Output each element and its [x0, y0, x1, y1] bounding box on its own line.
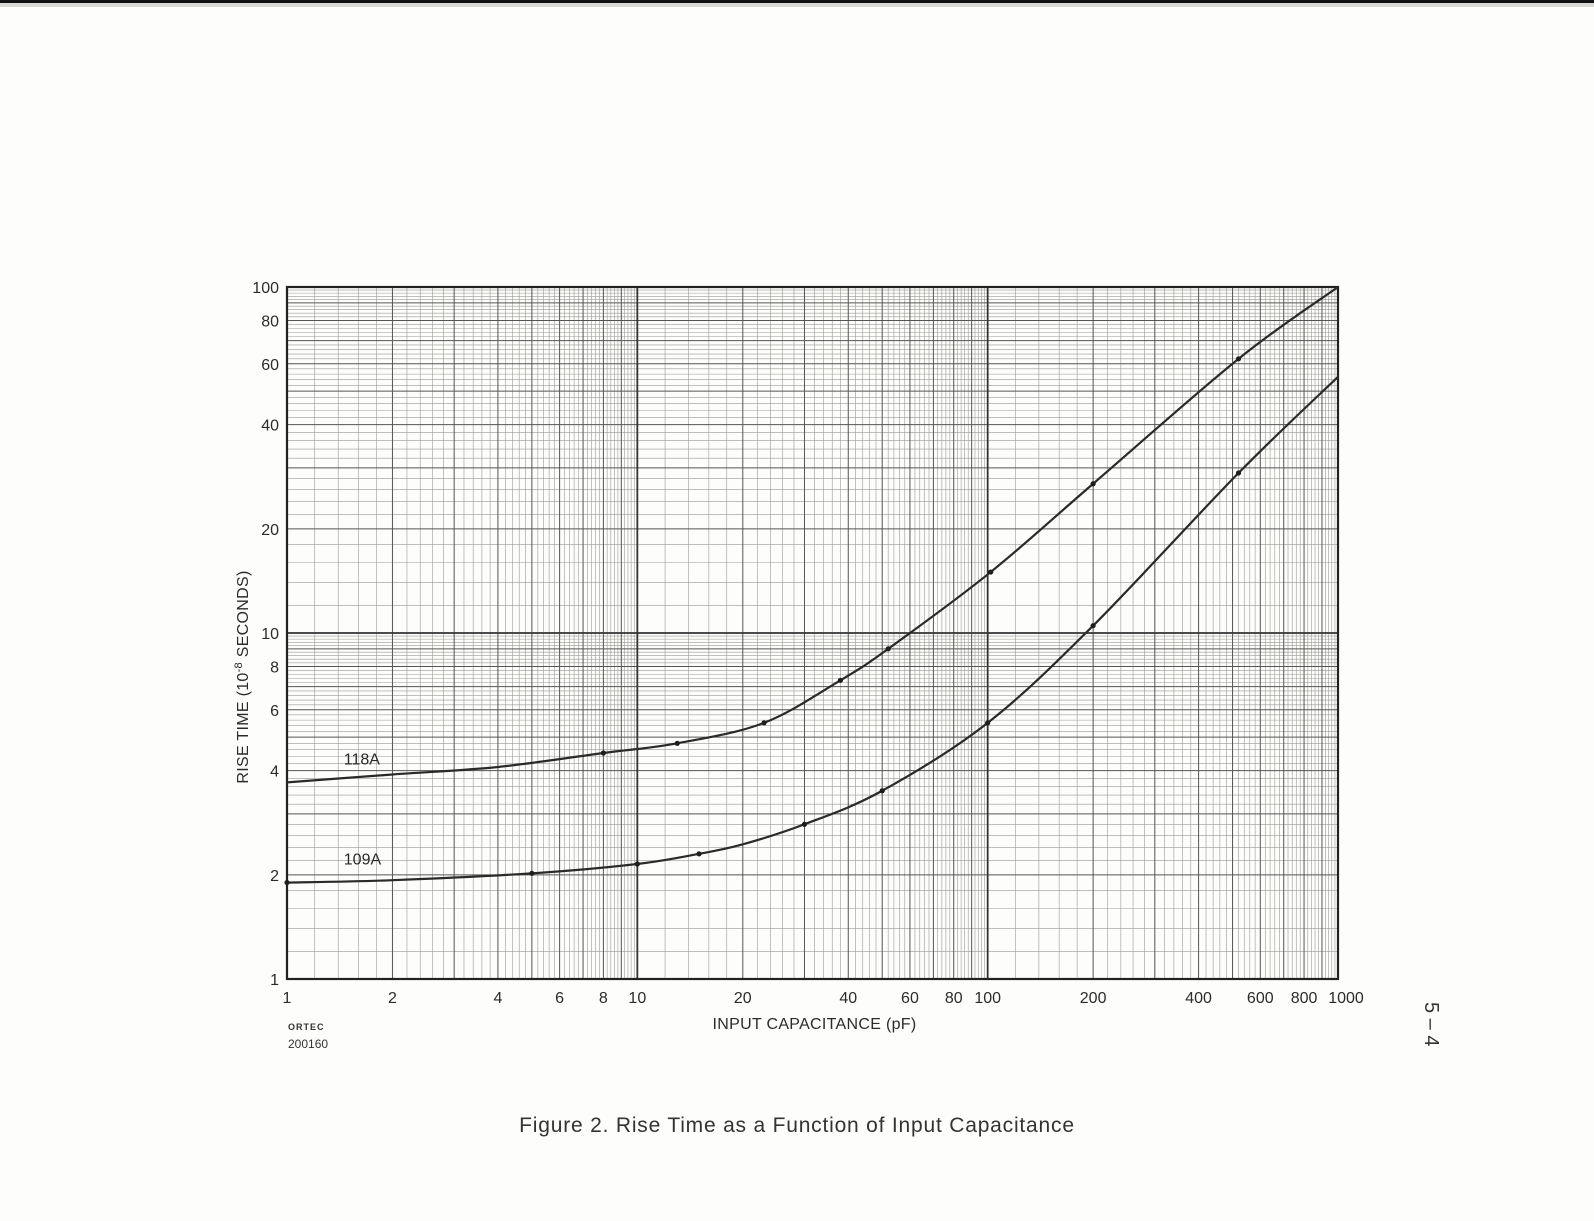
x-tick-label: 1	[283, 990, 292, 1007]
y-tick-label: 4	[270, 764, 279, 781]
y-tick-label: 2	[270, 868, 279, 885]
y-axis-label-suffix: SECONDS)	[235, 570, 252, 662]
y-axis-label: RISE TIME (10-8 SECONDS)	[233, 570, 252, 783]
data-point-109A	[1235, 470, 1242, 476]
x-tick-label: 60	[901, 990, 919, 1007]
x-tick-label: 100	[974, 990, 1001, 1007]
x-tick-label: 4	[493, 990, 502, 1007]
x-tick-label: 400	[1185, 990, 1212, 1007]
data-point-118A	[837, 677, 844, 683]
markers	[284, 356, 1242, 886]
x-tick-label: 8	[599, 990, 608, 1007]
series-labels: 118A 109A	[344, 751, 382, 868]
x-tick-label: 10	[628, 990, 646, 1007]
data-point-118A	[1235, 356, 1242, 362]
x-tick-label: 600	[1247, 990, 1274, 1007]
y-axis-label-exponent: -8	[233, 662, 245, 672]
grid-major	[286, 286, 1339, 980]
data-point-109A	[634, 861, 640, 867]
data-point-118A	[761, 720, 767, 726]
y-tick-label: 80	[261, 314, 279, 331]
drawing-number: 200160	[288, 1037, 329, 1051]
page-top-edge	[0, 0, 1594, 7]
x-tick-label: 2	[388, 990, 397, 1007]
y-tick-labels: 1 2 4 6 8 10 20 40 60 80 100	[252, 280, 279, 989]
y-axis-label-main: RISE TIME (10	[235, 672, 252, 783]
data-point-109A	[801, 821, 808, 827]
x-tick-label: 80	[945, 990, 963, 1007]
data-point-109A	[985, 720, 991, 726]
y-tick-label: 60	[261, 357, 279, 374]
curves	[286, 286, 1339, 884]
page-number: 5 – 4	[1420, 1002, 1442, 1047]
data-point-109A	[879, 788, 885, 794]
series-line-118A	[286, 286, 1339, 784]
x-tick-label: 200	[1080, 990, 1107, 1007]
x-tick-label: 20	[734, 990, 752, 1007]
x-axis-label: INPUT CAPACITANCE (pF)	[713, 1016, 917, 1033]
data-point-109A	[696, 851, 702, 857]
data-point-118A	[600, 750, 606, 756]
y-tick-label: 8	[270, 660, 279, 677]
series-label-109A: 109A	[344, 852, 382, 869]
x-tick-label: 800	[1291, 990, 1318, 1007]
x-tick-label: 40	[839, 990, 857, 1007]
data-point-118A	[1090, 481, 1096, 487]
y-tick-label: 10	[261, 626, 279, 643]
y-tick-label: 20	[261, 522, 279, 539]
data-point-109A	[1090, 623, 1096, 629]
data-point-109A	[284, 879, 290, 886]
y-tick-label: 1	[270, 972, 279, 989]
series-line-109A	[286, 376, 1339, 884]
x-tick-label: 1000	[1328, 990, 1364, 1007]
x-tick-label: 6	[555, 990, 564, 1007]
figure-caption: Figure 2. Rise Time as a Function of Inp…	[519, 1114, 1075, 1137]
plot-frame	[285, 285, 1340, 981]
data-point-109A	[529, 870, 535, 876]
series-label-118A: 118A	[344, 751, 381, 768]
data-point-118A	[674, 740, 680, 746]
data-point-118A	[988, 569, 994, 575]
y-tick-label: 100	[252, 280, 279, 297]
x-tick-labels: 1 2 4 6 8 10 20 40 60 80 100 200 400 600 800 1000	[283, 990, 1364, 1007]
data-point-118A	[885, 646, 891, 652]
ortec-logo: ORTEC	[288, 1022, 325, 1032]
y-tick-label: 6	[270, 703, 279, 720]
y-tick-label: 40	[261, 418, 279, 435]
